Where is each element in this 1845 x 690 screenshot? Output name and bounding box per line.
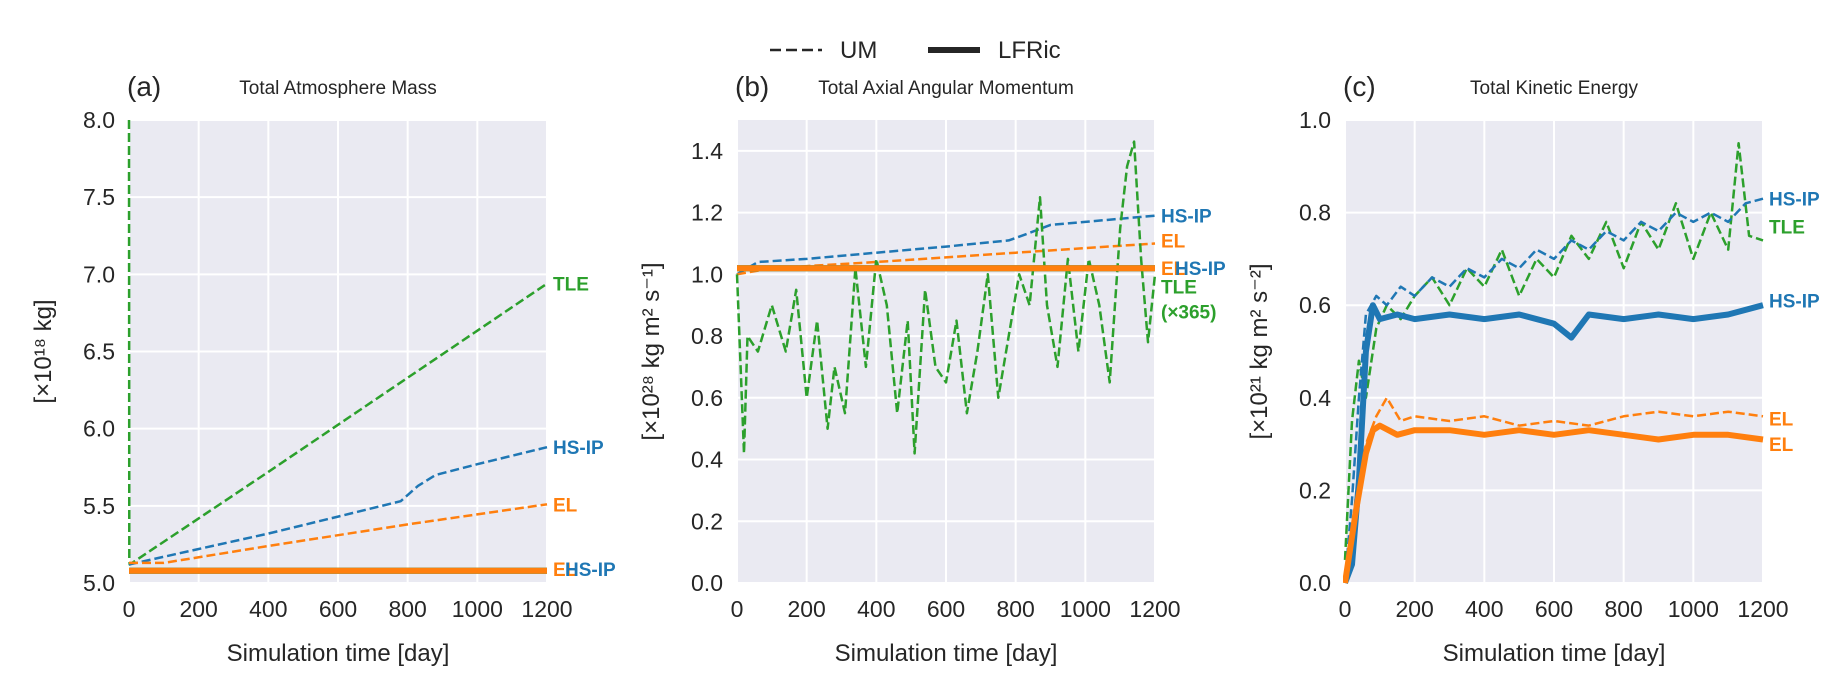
x-tick-label: 600 xyxy=(1535,596,1573,622)
series-tle-um xyxy=(1343,141,1764,560)
y-tick-label: 7.5 xyxy=(83,184,115,210)
series-el-um xyxy=(129,503,548,565)
x-tick-label: 1000 xyxy=(1668,596,1719,622)
y-tick-label: 0.6 xyxy=(1299,292,1331,318)
legend-lfric-label: LFRic xyxy=(998,37,1061,64)
series-end-label: HS-IP xyxy=(1769,292,1820,313)
y-tick-label: 0.0 xyxy=(1299,570,1331,596)
x-tick-label: 200 xyxy=(787,596,825,622)
y-tick-label: 1.2 xyxy=(691,200,723,226)
series-el-um xyxy=(1343,396,1764,584)
series-group xyxy=(1343,141,1764,585)
y-tick-label: 0.4 xyxy=(1299,385,1331,411)
series-end-label: TLE xyxy=(1769,217,1805,238)
series-end-label: TLE xyxy=(1161,278,1197,299)
series-end-label: EL xyxy=(553,560,578,581)
series-end-label: EL xyxy=(553,495,578,516)
legend: UM LFRic xyxy=(770,37,1061,64)
series-end-label: HS-IP xyxy=(565,560,616,581)
x-tick-label: 0 xyxy=(123,596,136,622)
y-tick-label: 0.8 xyxy=(691,323,723,349)
x-tick-label: 400 xyxy=(249,596,287,622)
series-end-label: HS-IP xyxy=(553,438,604,459)
y-axis-label: [×10²⁸ kg m² s⁻¹] xyxy=(638,262,665,440)
x-tick-label: 400 xyxy=(1465,596,1503,622)
y-axis-label: [×10¹⁸ kg] xyxy=(30,299,57,403)
series-el-lfric xyxy=(1343,422,1764,584)
x-tick-label: 0 xyxy=(1339,596,1352,622)
panel-b: 0 200 400 600 800 1000 1200 0.0 0.2 0.4 0.6 0.8 1.0 1… xyxy=(638,71,1226,667)
y-tick-label: 0.2 xyxy=(1299,477,1331,503)
y-tick-label: 0.6 xyxy=(691,385,723,411)
series-end-label: HS-IP xyxy=(1161,207,1212,228)
y-tick-label: 0.4 xyxy=(691,447,723,473)
x-tick-label: 0 xyxy=(731,596,744,622)
series-end-label: HS-IP xyxy=(1769,190,1820,211)
series-end-label: HS-IP xyxy=(1175,259,1226,280)
x-axis-label: Simulation time [day] xyxy=(227,640,450,667)
series-el-um xyxy=(736,242,1156,276)
y-tick-label: 1.0 xyxy=(1299,107,1331,133)
x-tick-label: 400 xyxy=(857,596,895,622)
x-tick-label: 600 xyxy=(319,596,357,622)
y-tick-label: 6.5 xyxy=(83,339,115,365)
y-tick-label: 6.0 xyxy=(83,416,115,442)
y-tick-label: 5.5 xyxy=(83,493,115,519)
series-tle-um xyxy=(735,140,1157,455)
series-end-label: EL xyxy=(1161,259,1186,280)
x-tick-label: 600 xyxy=(927,596,965,622)
series-tle-um xyxy=(127,119,548,566)
panel-title: Total Kinetic Energy xyxy=(1470,78,1638,99)
series-hs-ip-lfric xyxy=(1343,302,1764,585)
y-tick-label: 0.2 xyxy=(691,508,723,534)
series-hs-ip-um xyxy=(736,214,1156,276)
y-tick-label: 8.0 xyxy=(83,107,115,133)
x-tick-label: 200 xyxy=(1395,596,1433,622)
x-tick-label: 800 xyxy=(1604,596,1642,622)
y-axis-label: [×10²¹ kg m² s⁻²] xyxy=(1246,263,1273,439)
panel-title: Total Axial Angular Momentum xyxy=(818,78,1074,99)
y-tick-label: 1.0 xyxy=(691,261,723,287)
y-tick-label: 7.0 xyxy=(83,261,115,287)
series-end-label: EL xyxy=(1161,231,1186,252)
series-hs-ip-um xyxy=(1343,197,1764,584)
x-tick-label: 1200 xyxy=(521,596,572,622)
series-end-label: EL xyxy=(1769,435,1794,456)
y-tick-label: 0.0 xyxy=(691,570,723,596)
y-tick-label: 5.0 xyxy=(83,570,115,596)
x-tick-label: 1000 xyxy=(452,596,503,622)
legend-um-label: UM xyxy=(840,37,877,64)
x-tick-label: 200 xyxy=(179,596,217,622)
series-end-label: (×365) xyxy=(1161,302,1216,323)
x-axis-label: Simulation time [day] xyxy=(1443,640,1666,667)
y-tick-label: 1.4 xyxy=(691,138,723,164)
series-end-label: TLE xyxy=(553,275,589,296)
x-axis-label: Simulation time [day] xyxy=(835,640,1058,667)
x-tick-label: 800 xyxy=(388,596,426,622)
series-hs-ip-um xyxy=(128,445,548,566)
series-group xyxy=(127,119,548,574)
x-tick-label: 1000 xyxy=(1060,596,1111,622)
y-tick-label: 0.8 xyxy=(1299,200,1331,226)
x-tick-label: 1200 xyxy=(1737,596,1788,622)
panel-label: (b) xyxy=(735,71,769,102)
panel-label: (a) xyxy=(127,71,161,102)
panel-title: Total Atmosphere Mass xyxy=(239,78,436,99)
x-tick-label: 1200 xyxy=(1129,596,1180,622)
x-tick-label: 800 xyxy=(996,596,1034,622)
panel-label: (c) xyxy=(1343,71,1376,102)
panel-c: 0 200 400 600 800 1000 1200 0.0 0.2 0.4 0.6 0.8 1.0 H… xyxy=(1246,71,1820,667)
series-end-label: EL xyxy=(1769,410,1794,431)
panel-a: 0 200 400 600 800 1000 1200 5.0 5.5 6.0 6.5 7.0 7.5 8… xyxy=(30,71,616,667)
series-group xyxy=(735,140,1157,455)
